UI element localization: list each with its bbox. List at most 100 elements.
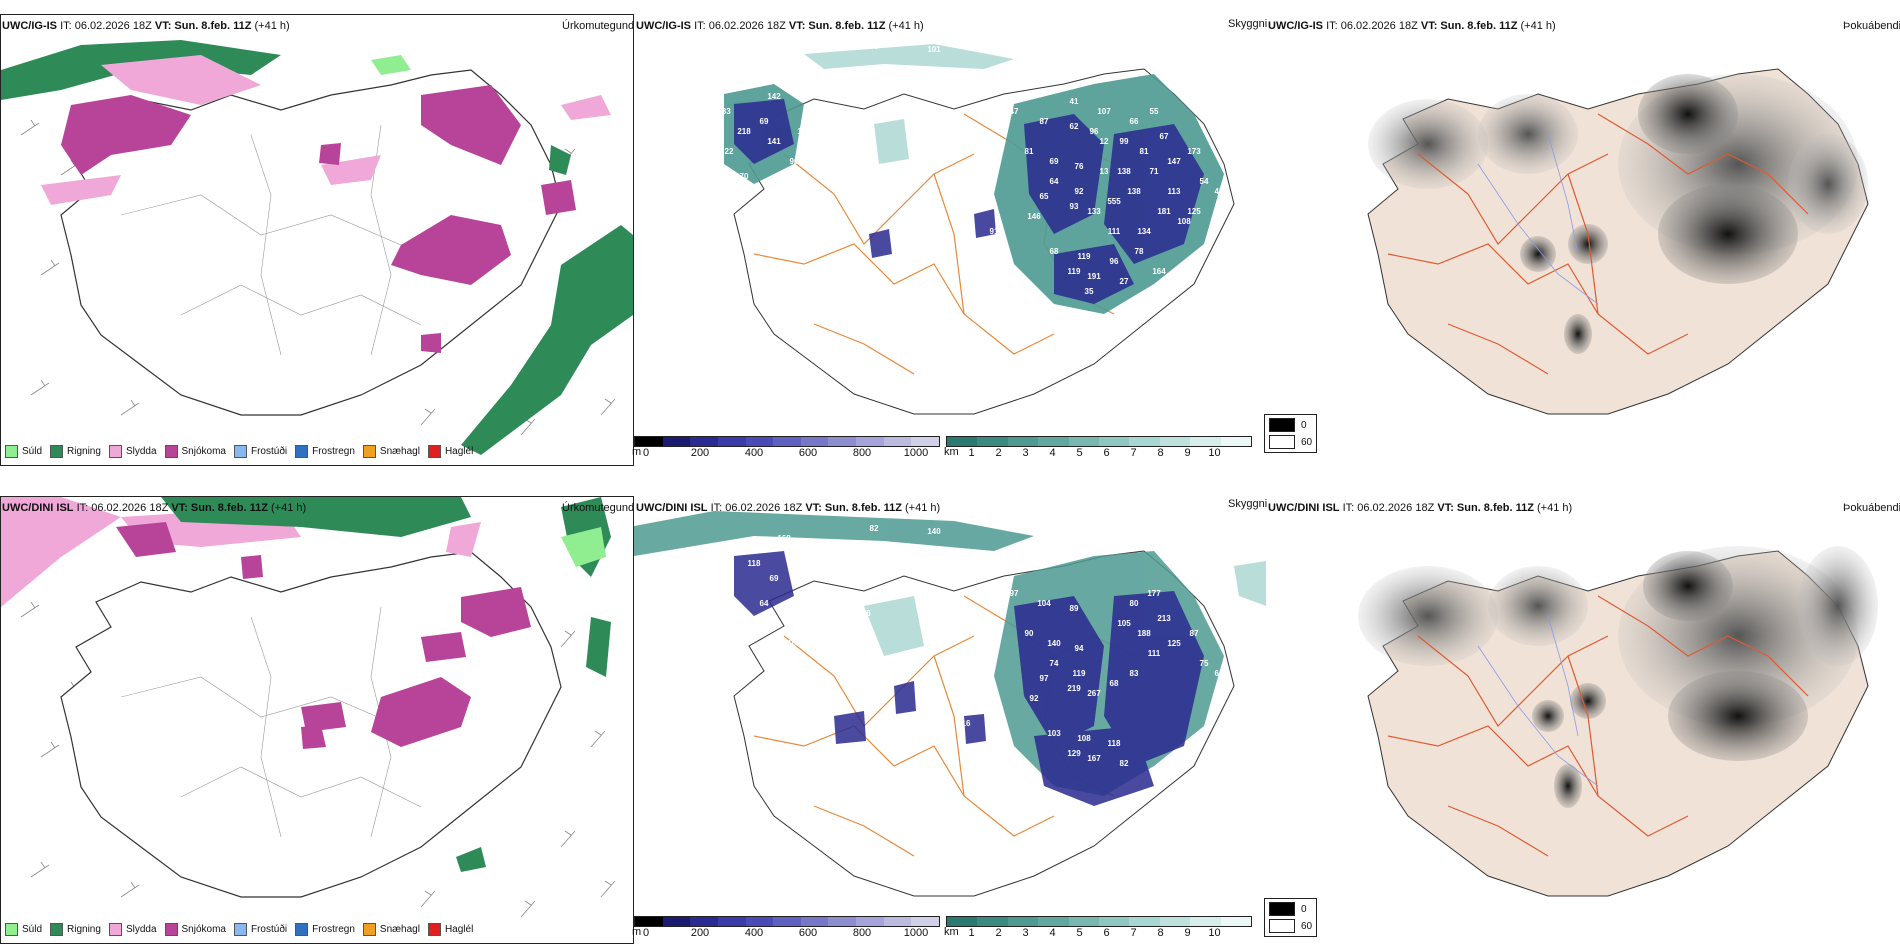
legend-item-sleet: Slydda [108,923,157,936]
legend-swatch [164,923,178,936]
visibility-value-label: 267 [1087,689,1101,698]
colorbar-tick-label: 5 [1076,927,1083,939]
visibility-value-label: 96 [1110,257,1119,266]
colorbar-segment [947,917,978,926]
init-time: IT: 06.02.2026 18Z [1326,20,1418,32]
colorbar-tick-label: 5 [1076,447,1083,459]
visibility-value-label: 35 [1085,287,1094,296]
colorbar-segment [947,437,978,446]
legend-swatch [5,923,18,936]
precip-type-panel: Súld Rigning Slydda Snjókoma Frostúði Fr… [0,496,634,944]
model-title: UWC/DINI ISL [636,502,708,514]
visibility-value-label: 173 [1187,147,1201,156]
visibility-value-label: 22 [725,147,734,156]
colorbar-segment [635,437,663,446]
visibility-value-label: 181 [1157,207,1171,216]
cloud-base-colorbar: 0 200 400 600 800 1000 m [632,916,940,940]
visibility-value-label: 116 [958,719,971,728]
visibility-value-label: 125 [1187,207,1201,216]
legend-label: Súld [22,924,43,935]
cloud-base-colorbar-bar [634,436,940,447]
fog-panel-header: UWC/IG-IS IT: 06.02.2026 18Z VT: Sun. 8.… [1268,20,1556,32]
colorbar-tick-label: 8 [1157,927,1164,939]
colorbar-segment [911,917,940,926]
colorbar-segment [911,437,940,446]
visibility-colorbar-unit: km [944,446,959,458]
visibility-value-label: 138 [1117,167,1131,176]
colorbar-segment [1068,437,1100,446]
colorbar-segment [1038,917,1069,926]
legend-label: Frostúði [250,924,288,935]
visibility-value-label: 383 [717,107,731,116]
colorbar-segment [1220,917,1252,926]
colorbar-segment [883,437,912,446]
colorbar-segment [800,917,829,926]
fog-map [1358,546,1878,897]
visibility-value-label: 134 [1137,227,1151,236]
lead-time: (+41 h) [905,502,941,514]
visibility-value-label: 213 [1157,614,1171,623]
precip-panel-header: UWC/IG-IS IT: 06.02.2026 18Z VT: Sun. 8.… [2,20,290,32]
legend-item-snow: Snjókoma [164,923,226,936]
visibility-value-label: 97 [810,102,819,111]
legend-item-snow-pellets: Snæhagl [362,923,420,936]
visibility-colorbar: 1 2 3 4 5 6 7 8 9 10 km [944,436,1252,460]
legend-swatch [5,445,18,458]
legend-label: Haglél [444,924,474,935]
colorbar-tick-label: 1000 [903,447,929,459]
visibility-value-label: 103 [1047,729,1061,738]
legend-item-freezing-rain: Frostregn [295,923,355,936]
visibility-value-label: 48 [1215,187,1224,196]
init-time: IT: 06.02.2026 18Z [1342,502,1435,514]
visibility-colorbar-ticks: 1 2 3 4 5 6 7 8 9 10 [946,447,1252,460]
visibility-value-label: 82 [1120,759,1129,768]
model-title: UWC/DINI ISL [1268,502,1340,514]
colorbar-segment [856,437,884,446]
colorbar-segment [1099,917,1130,926]
legend-swatch [50,923,64,936]
colorbar-segment [1159,917,1191,926]
visibility-value-label: 70 [740,172,749,181]
visibility-value-label: 76 [1075,162,1084,171]
colorbar-segment [1129,917,1160,926]
visibility-value-label: 188 [1137,629,1151,638]
colorbar-tick-label: 0 [642,927,650,939]
visibility-value-labels: 161 79 101 142 142 143 97 383 69 103 218 141 22 90 70 5… [717,42,1224,316]
colorbar-segment [745,437,774,446]
visibility-value-label: 93 [1070,202,1079,211]
colorbar-segment [800,437,829,446]
visibility-colorbar-bar [946,436,1252,447]
visibility-value-label: 177 [1147,589,1161,598]
visibility-colorbar-ticks: 1 2 3 4 5 6 7 8 9 10 [946,927,1252,940]
colorbar-tick-label: 10 [1208,927,1221,939]
visibility-value-label: 147 [1167,157,1181,166]
lead-time: (+41 h) [254,20,290,32]
visibility-value-label: 64 [760,599,769,608]
visibility-value-label: 118 [1108,739,1121,748]
visibility-value-label: 138 [767,619,781,628]
colorbar-tick-label: 3 [1022,927,1029,939]
visibility-panel-header: UWC/DINI ISL IT: 06.02.2026 18Z VT: Sun.… [636,502,940,514]
legend-item-snow-pellets: Snæhagl [362,445,420,458]
legend-swatch [164,445,178,458]
visibility-value-label: 119 [1068,267,1081,276]
legend-item-freezing-drizzle: Frostúði [233,923,288,936]
colorbar-tick-label: 7 [1130,447,1137,459]
colorbar-tick-label: 6 [1103,927,1110,939]
visibility-value-label: 12 [1100,137,1109,146]
visibility-value-label: 62 [1070,122,1079,131]
visibility-value-label: 142 [747,77,761,86]
visibility-value-label: 87 [1040,117,1049,126]
visibility-value-label: 218 [737,127,751,136]
visibility-value-labels: 168 82 140 118 69 84 269 54 64 125 96 138 99 108 123 10… [720,524,1224,768]
row-1: Súld Rigning Slydda Snjókoma Frostúði Fr… [0,480,1900,950]
visibility-value-label: 219 [1067,684,1081,693]
visibility-value-label: 106 [857,609,871,618]
fog-panel: 0 60 [1264,496,1900,942]
visibility-value-label: 80 [1130,599,1139,608]
colorbar-tick-label: 9 [1184,447,1191,459]
visibility-value-label: 64 [1050,177,1059,186]
precip-legend: Súld Rigning Slydda Snjókoma Frostúði Fr… [5,923,473,936]
legend-swatch [362,923,376,936]
colorbar-tick-label: 4 [1049,927,1056,939]
